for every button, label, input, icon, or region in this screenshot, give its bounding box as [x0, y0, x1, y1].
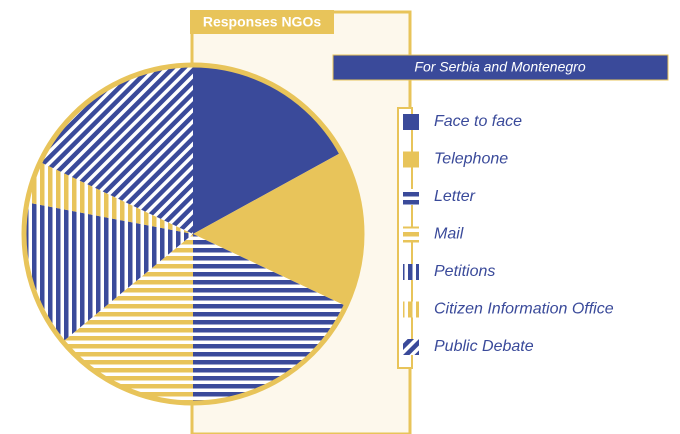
- pie-slice: [193, 152, 362, 306]
- chart-title: Responses NGOs: [203, 14, 321, 30]
- legend-label: Citizen Information Office: [434, 301, 614, 318]
- pie-outline: [21, 62, 365, 406]
- legend-label: Petitions: [434, 263, 495, 280]
- pie-slice: [24, 202, 193, 342]
- legend-label: Mail: [434, 226, 464, 243]
- legend-label: Telephone: [434, 151, 508, 168]
- legend: Face to face Telephone Letter Mail Petitions…: [403, 113, 614, 355]
- pie: [21, 62, 365, 406]
- subtitle-box: [332, 54, 669, 81]
- legend-label: Letter: [434, 188, 476, 205]
- legend-swatch: [403, 301, 419, 318]
- pie-slice: [26, 162, 193, 234]
- chart-subtitle: For Serbia and Montenegro: [414, 59, 585, 75]
- pie-slice: [40, 65, 193, 234]
- legend-swatch: [403, 264, 419, 280]
- legend-swatch: [403, 226, 419, 243]
- legend-label: Face to face: [434, 113, 522, 130]
- legend-label: Public Debate: [434, 338, 534, 355]
- legend-swatch: [403, 114, 419, 130]
- legend-swatch: [403, 339, 419, 355]
- pie-slice: [193, 234, 346, 403]
- title-tab: [190, 10, 334, 34]
- legend-swatch: [403, 189, 419, 205]
- legend-swatch: [403, 151, 419, 168]
- pie-slice: [62, 234, 193, 403]
